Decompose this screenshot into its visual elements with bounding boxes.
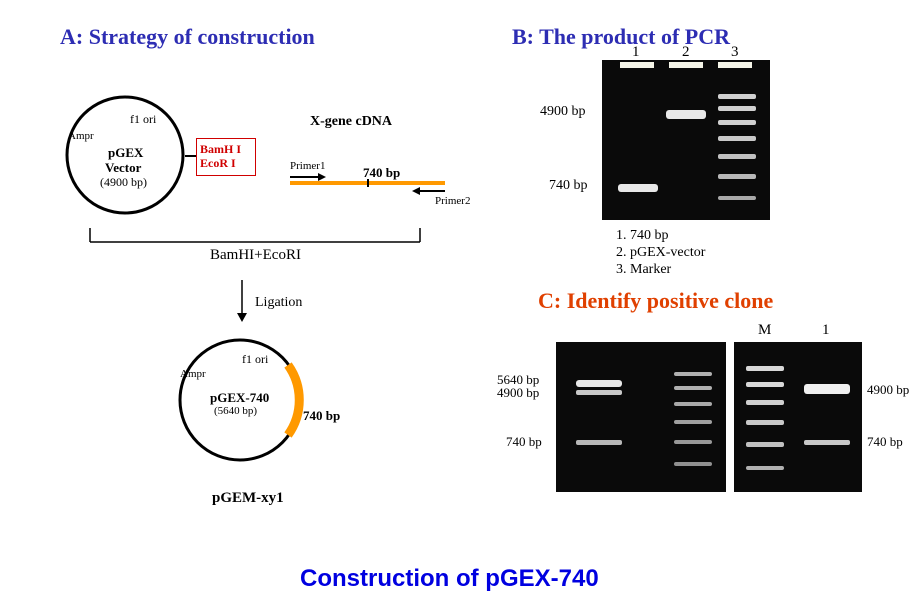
panelc-lane1: 1 bbox=[822, 322, 830, 339]
panelc-4900-left: 4900 bp bbox=[497, 385, 539, 401]
panelb-legend2: 2. pGEX-vector bbox=[616, 245, 705, 261]
plasmid-bottom-insert: 740 bp bbox=[303, 408, 340, 424]
plasmid-bottom-amp: Ampr bbox=[180, 368, 206, 380]
panel-a-bottom-label: pGEM-xy1 bbox=[212, 490, 284, 507]
panel-c-gel-right bbox=[734, 342, 862, 492]
panelb-lane2: 2 bbox=[682, 44, 690, 61]
panel-c-label: C: Identify positive clone bbox=[538, 288, 773, 314]
panel-b-label: B: The product of PCR bbox=[512, 24, 730, 50]
plasmid-bottom-size: (5640 bp) bbox=[214, 405, 257, 417]
panelb-legend1: 1. 740 bp bbox=[616, 228, 669, 244]
panel-b-gel bbox=[602, 60, 770, 220]
panelb-lane3: 3 bbox=[731, 44, 739, 61]
mcs-site2: EcoR I bbox=[200, 156, 236, 171]
mcs-site1: BamH I bbox=[200, 142, 241, 157]
panelc-740-right: 740 bp bbox=[867, 434, 903, 450]
plasmid-bottom-name: pGEX-740 bbox=[210, 390, 269, 406]
plasmid-top-name: pGEX bbox=[108, 145, 143, 161]
panelb-4900: 4900 bp bbox=[540, 104, 586, 120]
panelc-4900-right: 4900 bp bbox=[867, 382, 909, 398]
panel-b-letter: B: bbox=[512, 24, 534, 49]
primer2-label: Primer2 bbox=[435, 195, 470, 207]
ligation-arrow bbox=[232, 280, 252, 325]
panel-a-letter: A: bbox=[60, 24, 83, 49]
plasmid-bottom-f1ori: f1 ori bbox=[242, 352, 268, 367]
cdna-label: X-gene cDNA bbox=[310, 114, 392, 130]
panelb-740: 740 bp bbox=[549, 178, 588, 194]
panelc-740-left: 740 bp bbox=[506, 434, 542, 450]
panel-c-letter: C: bbox=[538, 288, 561, 313]
plasmid-top-f1ori: f1 ori bbox=[130, 112, 156, 127]
plasmid-top-amp: Ampr bbox=[68, 130, 94, 142]
insert-size-top: 740 bp bbox=[363, 165, 400, 181]
panel-c-gel-left bbox=[556, 342, 726, 492]
main-title: Construction of pGEX-740 bbox=[300, 565, 599, 593]
plasmid-top-name2: Vector bbox=[105, 160, 141, 176]
panel-a-title: Strategy of construction bbox=[89, 24, 315, 49]
reaction-label: BamHI+EcoRI bbox=[210, 247, 301, 264]
panelb-legend3: 3. Marker bbox=[616, 262, 671, 278]
panelc-laneM: M bbox=[758, 322, 771, 339]
mcs-connector bbox=[185, 155, 196, 157]
ligation-label: Ligation bbox=[255, 295, 302, 311]
plasmid-top-size: (4900 bp) bbox=[100, 175, 147, 190]
panel-a-label: A: Strategy of construction bbox=[60, 24, 315, 50]
panelb-lane1: 1 bbox=[632, 44, 640, 61]
primer1-label: Primer1 bbox=[290, 160, 325, 172]
panel-c-title: Identify positive clone bbox=[567, 288, 774, 313]
